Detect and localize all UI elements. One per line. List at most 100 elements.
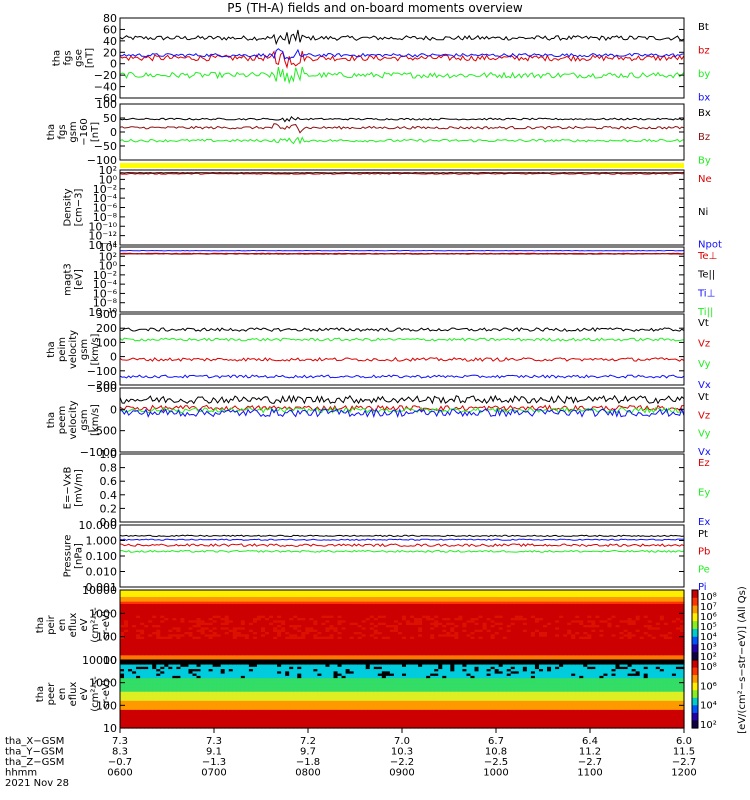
spectrogram-cell: [655, 604, 661, 607]
spectrogram-cell: [341, 622, 347, 626]
spectrogram-cell: [547, 625, 552, 628]
spectrogram-cell: [385, 632, 391, 635]
spectrogram-cell: [184, 687, 190, 691]
spectrogram-cell: [325, 629, 331, 633]
spectrogram-cell: [526, 643, 532, 647]
spectrogram-cell: [208, 627, 214, 631]
spectrogram-cell: [204, 608, 210, 612]
spectrogram-cell: [204, 655, 210, 659]
spectrogram-cell: [426, 632, 431, 635]
spectrogram-cell: [273, 648, 278, 652]
spectrogram-cell: [124, 639, 129, 642]
spectrogram-cell: [156, 592, 161, 596]
spectrogram-cell: [136, 597, 141, 600]
spectrogram-cell: [426, 646, 431, 649]
spectrogram-cell: [587, 641, 592, 645]
spectrogram-cell: [663, 590, 669, 593]
spectrogram-cell: [381, 608, 387, 612]
spectrogram-cell: [470, 655, 476, 659]
spectrogram-cell: [406, 641, 411, 645]
spectrogram-cell: [261, 636, 266, 640]
spectrogram-cell: [434, 620, 439, 624]
spectrogram-cell: [132, 611, 137, 614]
spectrogram-cell: [168, 655, 173, 659]
spectrogram-cell: [679, 604, 685, 607]
spectrogram-cell: [583, 620, 588, 624]
spectrogram-cell: [651, 604, 657, 607]
spectrogram-cell: [136, 643, 141, 647]
spectrogram-cell: [236, 620, 242, 624]
spectrogram-cell: [273, 618, 278, 621]
spectrogram-cell: [337, 590, 343, 593]
spectrogram-cell: [397, 618, 403, 621]
spectrogram-cell: [466, 655, 472, 659]
spectrogram-cell: [305, 648, 310, 652]
spectrogram-cell: [510, 643, 516, 647]
spectrogram-cell: [301, 599, 306, 603]
spectrogram-cell: [555, 620, 560, 624]
spectrogram-cell: [236, 625, 242, 628]
spectrogram-cell: [188, 662, 194, 666]
spectrogram-cell: [462, 601, 468, 605]
spectrogram-cell: [248, 611, 254, 614]
spectrogram-cell: [184, 620, 190, 624]
spectrogram-cell: [651, 646, 657, 649]
spectrogram-cell: [317, 604, 323, 607]
spectrogram-cell: [353, 604, 359, 607]
spectrogram-cell: [679, 618, 685, 621]
spectrogram-cell: [212, 618, 218, 621]
panel-frame: [119, 17, 685, 99]
spectrogram-cell: [518, 634, 524, 638]
spectrogram-cell: [671, 618, 677, 621]
spectrogram-cell: [418, 653, 423, 656]
spectrogram-cell: [265, 653, 270, 656]
spectrogram-cell: [208, 650, 214, 654]
spectrogram-cell: [559, 650, 564, 654]
spectrogram-cell: [679, 590, 685, 593]
spectrogram-cell: [522, 646, 528, 649]
spectrogram-cell: [430, 625, 435, 628]
spectrogram-cell: [478, 604, 484, 607]
spectrogram-cell: [349, 590, 355, 593]
spectrogram-cell: [132, 666, 137, 670]
spectrogram-cell: [639, 622, 645, 626]
spectrogram-cell: [232, 606, 238, 610]
y-tick-label: 1000: [89, 607, 117, 620]
spectrogram-cell: [607, 592, 613, 596]
spectrogram-cell: [136, 675, 141, 679]
spectrogram-cell: [140, 622, 145, 626]
spectrogram-cell: [212, 592, 218, 596]
spectrogram-cell: [172, 627, 177, 631]
spectrogram-cell: [631, 590, 637, 593]
y-tick-label: 10.000: [79, 519, 118, 532]
spectrogram-cell: [389, 618, 395, 621]
spectrogram-cell: [273, 590, 278, 593]
spectrogram-cell: [563, 643, 568, 647]
spectrogram-cell: [164, 625, 169, 628]
spectrogram-cell: [583, 634, 588, 638]
spectrogram-cell: [579, 657, 584, 661]
spectrogram-cell: [140, 594, 145, 598]
spectrogram-cell: [309, 618, 314, 621]
spectrogram-cell: [675, 615, 681, 619]
spectrogram-cell: [329, 643, 335, 647]
spectrogram-cell: [228, 590, 234, 593]
spectrogram-cell: [675, 634, 681, 638]
spectrogram-cell: [357, 625, 363, 628]
spectrogram-cell: [132, 660, 137, 663]
spectrogram-cell: [635, 629, 641, 633]
spectrogram-cell: [228, 608, 234, 612]
spectrogram-cell: [547, 599, 552, 603]
spectrogram-cell: [671, 639, 677, 642]
spectrogram-cell: [619, 627, 625, 631]
spectrogram-cell: [144, 721, 149, 725]
spectrogram-cell: [236, 657, 242, 661]
spectrogram-cell: [406, 620, 411, 624]
spectrogram-cell: [132, 646, 137, 649]
spectrogram-cell: [547, 622, 552, 626]
spectrogram-cell: [309, 655, 314, 659]
spectrogram-cell: [120, 648, 125, 652]
spectrogram-cell: [591, 632, 596, 635]
spectrogram-cell: [482, 601, 488, 605]
spectrogram-cell: [647, 657, 653, 661]
